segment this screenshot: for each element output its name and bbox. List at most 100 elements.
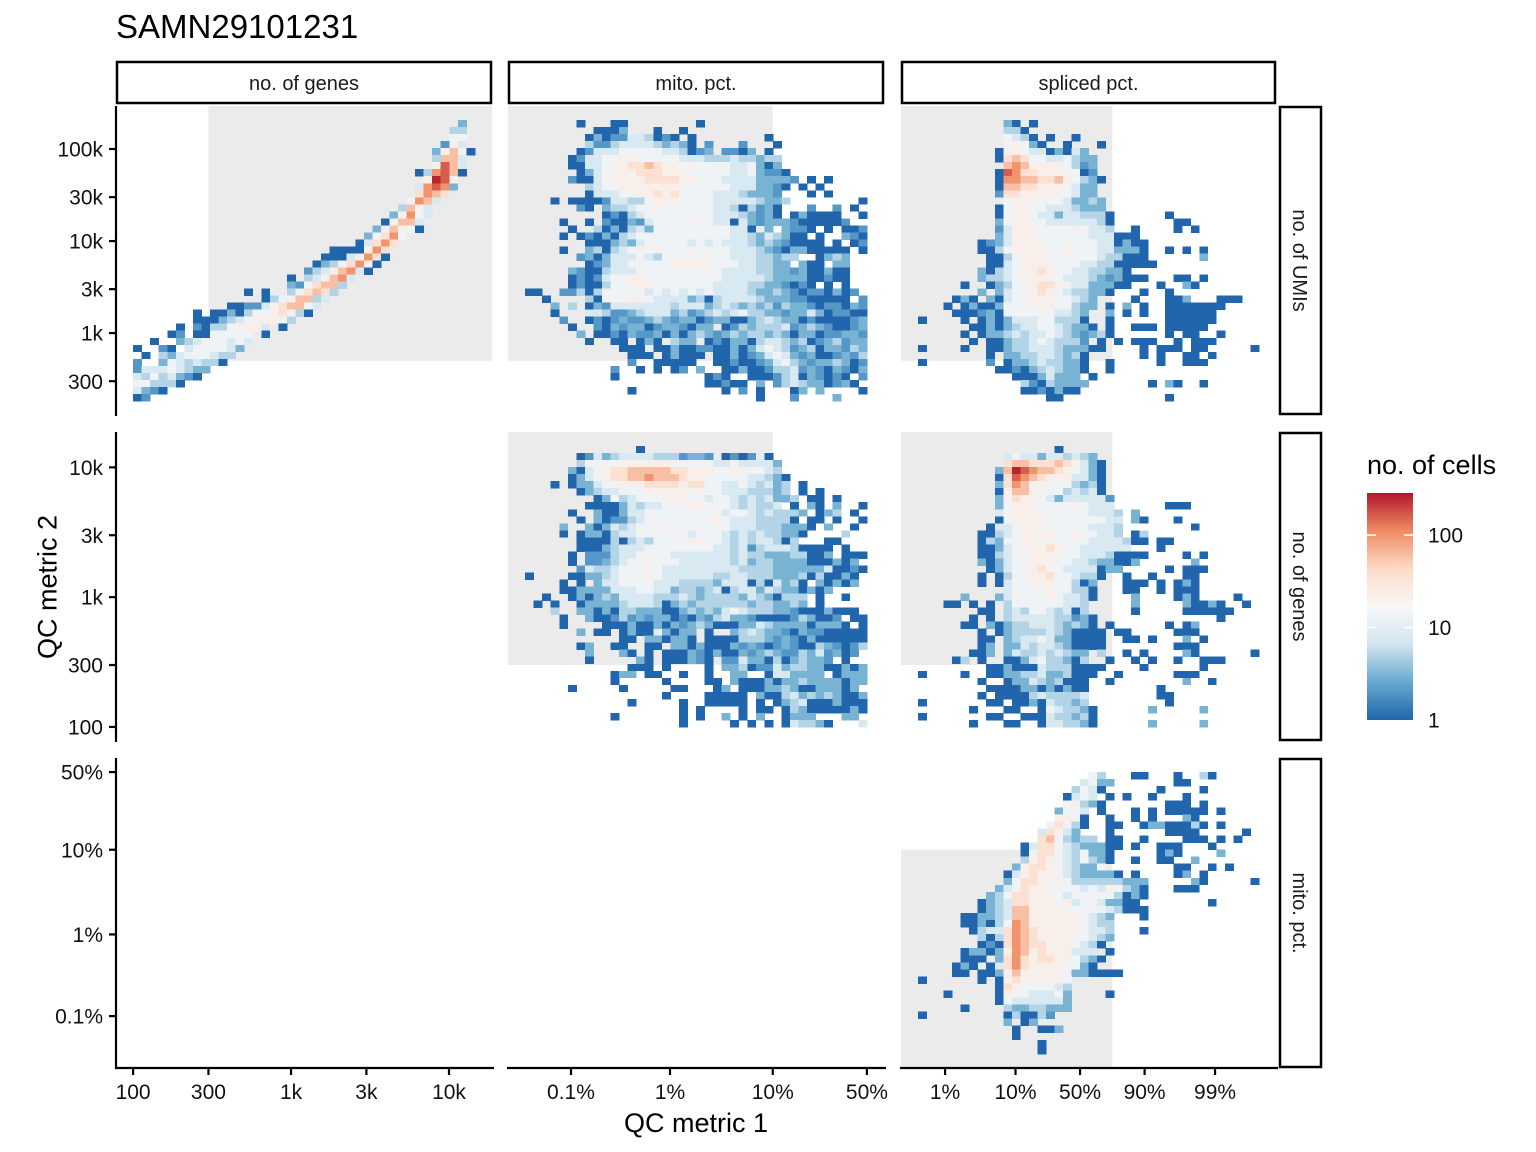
heat-cell [653,225,663,233]
heat-cell [730,302,740,311]
heat-cell [815,288,825,297]
heat-cell [1190,649,1200,658]
heat-cell [730,677,740,686]
heat-cell [1165,502,1175,510]
heat-cell [1088,274,1098,282]
heat-cell [653,134,663,142]
heat-cell [994,891,1004,900]
heat-cell [1028,586,1038,594]
heat-cell [747,225,757,233]
heat-cell [1011,649,1021,658]
heat-cell [1003,302,1013,311]
heat-cell [764,197,774,205]
heat-cell [772,274,782,282]
heat-cell [1003,288,1013,297]
heat-cell [1020,169,1030,177]
heat-cell [1054,586,1064,594]
heat-cell [721,467,731,475]
heat-cell [610,551,620,559]
heat-cell [432,197,442,205]
heat-cell [610,523,620,531]
heat-cell [747,197,757,205]
heat-cell [602,460,611,468]
heat-cell [738,558,748,566]
heat-cell [1199,607,1209,615]
heat-cell [158,365,168,374]
heat-cell [1088,884,1098,893]
heat-cell [977,677,987,686]
heat-cell [832,295,842,304]
heat-cell [790,281,799,289]
strip-right-genes: no. of genes [1278,431,1323,742]
heat-cell [644,309,654,318]
heat-cell [1088,913,1098,921]
heat-cell [1011,572,1021,580]
heat-cell [713,621,723,630]
heat-cell [687,586,697,594]
heat-cell [1037,239,1047,247]
heat-cell [721,495,731,503]
heat-cell [1114,537,1123,545]
heat-cell [1097,467,1106,475]
heat-cell [730,628,740,637]
heat-cell [593,197,603,205]
heat-cell [1054,635,1064,644]
heat-cell [977,239,987,247]
heat-cell [1088,453,1098,461]
x-tick-label: 1% [655,1081,685,1104]
heat-cell [678,495,688,503]
heat-cell [849,365,859,374]
heat-cell [1028,969,1038,977]
heat-cell [610,218,620,226]
heat-cell [627,225,637,233]
heat-cell [798,337,808,346]
heat-cell [644,351,654,360]
heat-cell [824,246,834,254]
heat-cell [593,260,603,268]
heat-cell [389,239,399,247]
heat-cell [832,607,842,615]
heat-cell [636,288,646,297]
heat-cell [670,295,680,304]
x-tick-label: 3k [355,1081,378,1104]
heat-cell [1097,502,1106,510]
heat-cell [602,148,611,156]
heat-cell [1105,558,1115,566]
heat-cell [1062,969,1072,977]
heat-cell [1011,983,1021,991]
heat-cell [772,502,782,510]
heat-cell [304,295,313,304]
heat-cell [1045,600,1055,608]
heat-cell [1165,856,1175,865]
heat-cell [619,190,629,198]
heat-cell [636,593,646,601]
heat-cell [704,288,714,297]
heat-cell [678,288,688,297]
heat-cell [670,218,680,226]
heat-cell [619,509,629,517]
heat-cell [252,323,262,332]
heat-cell [1122,884,1132,893]
heat-cell [824,344,834,353]
heat-cell [1045,197,1055,205]
heat-cell [576,267,586,275]
heat-cell [636,523,646,531]
heat-cell [346,274,356,282]
heat-cell [994,253,1004,261]
heat-cell [678,197,688,205]
heat-cell [619,309,629,318]
heat-cell [696,593,705,601]
heat-cell [1054,677,1064,686]
heat-cell [858,225,868,233]
heat-cell [713,211,723,219]
heat-cell [1062,379,1072,388]
heat-cell [704,698,714,707]
heat-cell [1003,474,1013,482]
heat-cell [687,572,697,580]
heat-cell [1045,218,1055,226]
heat-cell [841,677,851,686]
heat-cell [678,712,688,721]
heat-cell [1003,309,1013,318]
heat-cell [1079,225,1089,233]
heat-cell [738,288,748,297]
